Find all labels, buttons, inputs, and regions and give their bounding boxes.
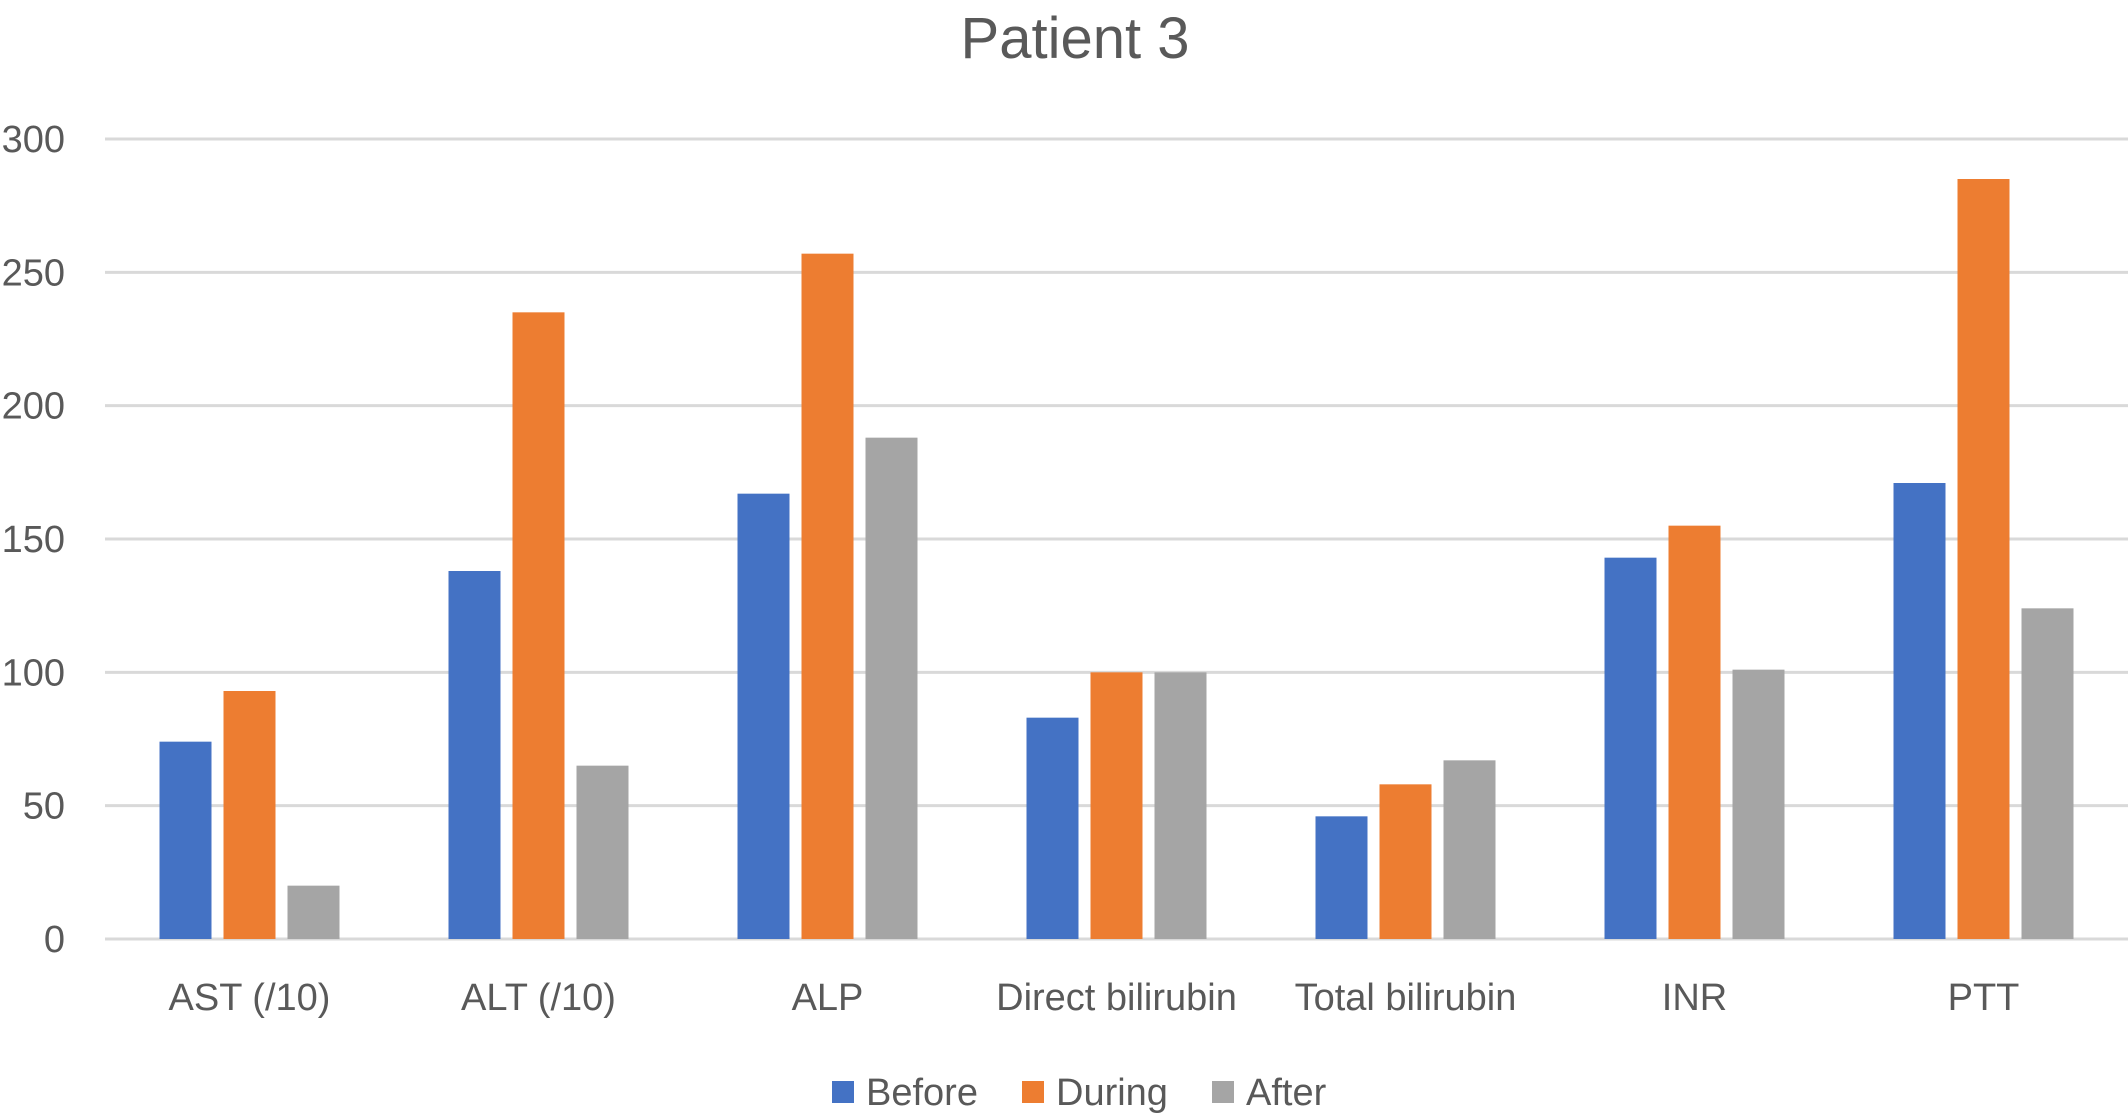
x-tick-label: INR (1662, 977, 1727, 1019)
bar-during-6 (1957, 179, 2010, 939)
chart-title: Patient 3 (961, 6, 1190, 71)
bar-after-1 (576, 765, 629, 939)
bar-during-1 (512, 312, 565, 939)
y-tick-label: 200 (2, 386, 65, 428)
bar-after-0 (287, 885, 340, 939)
bar-after-4 (1443, 760, 1496, 939)
bar-before-4 (1315, 816, 1368, 939)
bar-before-0 (159, 741, 212, 939)
y-tick-label: 250 (2, 252, 65, 294)
x-tick-label: ALT (/10) (461, 977, 616, 1019)
legend-label: Before (866, 1072, 978, 1114)
legend: Before During After (832, 1072, 1327, 1114)
bar-after-5 (1732, 669, 1785, 939)
y-tick-label: 300 (2, 119, 65, 161)
legend-swatch-after (1212, 1081, 1234, 1103)
bar-during-5 (1668, 525, 1721, 939)
legend-label: During (1056, 1072, 1168, 1114)
bar-before-6 (1893, 483, 1946, 939)
bar-after-6 (2021, 608, 2074, 939)
y-tick-label: 100 (2, 652, 65, 694)
x-tick-label: PTT (1948, 977, 2020, 1019)
bar-before-1 (448, 571, 501, 939)
bar-before-3 (1026, 717, 1079, 939)
bar-during-0 (223, 691, 276, 939)
bar-during-4 (1379, 784, 1432, 939)
legend-swatch-during (1022, 1081, 1044, 1103)
bar-before-5 (1604, 557, 1657, 939)
legend-swatch-before (832, 1081, 854, 1103)
x-tick-label: ALP (792, 977, 864, 1019)
y-tick-label: 150 (2, 519, 65, 561)
bar-after-3 (1154, 672, 1207, 939)
bar-after-2 (865, 437, 918, 939)
legend-label: After (1246, 1072, 1327, 1114)
y-tick-label: 0 (44, 919, 65, 961)
x-tick-label: AST (/10) (169, 977, 331, 1019)
x-tick-label: Total bilirubin (1295, 977, 1517, 1019)
bars (159, 179, 2074, 939)
bar-before-2 (737, 493, 790, 939)
x-tick-label: Direct bilirubin (996, 977, 1237, 1019)
x-axis-ticks: AST (/10) ALT (/10) ALP Direct bilirubin Tot… (169, 977, 2020, 1019)
bar-during-3 (1090, 672, 1143, 939)
y-tick-label: 50 (23, 786, 65, 828)
bar-during-2 (801, 253, 854, 939)
y-axis-ticks: 0 50 100 150 200 250 300 (2, 119, 65, 961)
